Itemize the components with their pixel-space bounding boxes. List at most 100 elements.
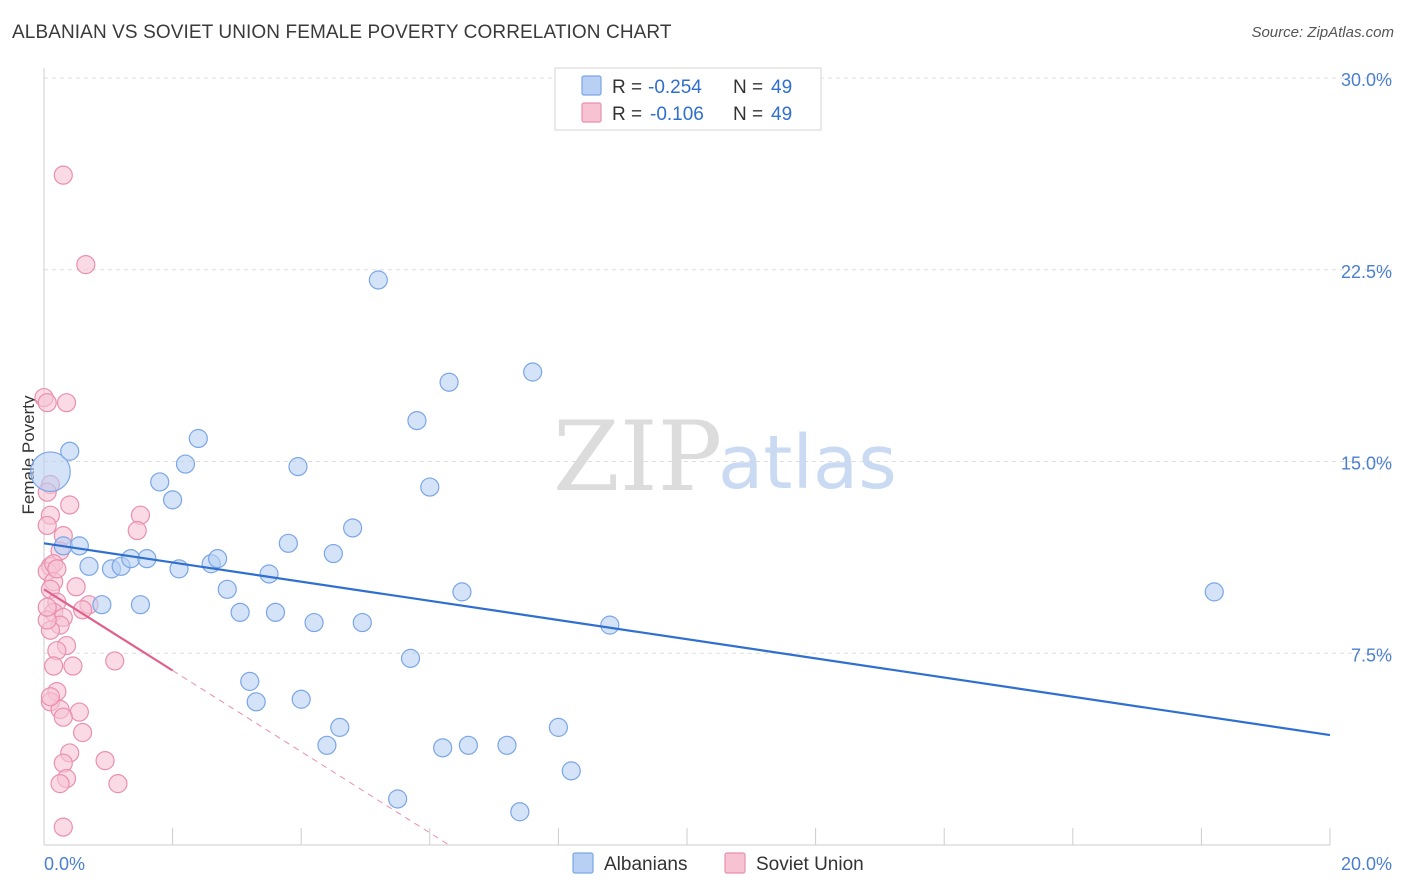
soviet-union-point <box>56 393 77 413</box>
watermark: ZIP atlas <box>553 401 897 513</box>
albanians-point <box>163 490 183 510</box>
albanians-point <box>510 802 530 822</box>
albanians-point <box>439 372 459 392</box>
albanians-point <box>368 270 388 290</box>
soviet-union-point <box>108 774 128 794</box>
albanians-point <box>79 556 99 576</box>
soviet-union-point <box>37 515 57 536</box>
soviet-union-point <box>53 165 73 185</box>
albanians-point <box>130 595 151 615</box>
bottom-legend-label-soviet-union: Soviet Union <box>756 854 864 875</box>
albanians-point <box>92 595 112 615</box>
trend-line-extension-soviet-union <box>172 670 450 846</box>
legend-r-value-soviet-union: -0.106 <box>650 104 704 125</box>
soviet-union-points <box>34 165 151 837</box>
legend-n-value-albanians: 49 <box>771 77 792 98</box>
soviet-union-point <box>60 495 80 515</box>
albanians-point <box>288 457 308 477</box>
soviet-union-point <box>127 520 147 541</box>
bottom-legend-label-albanians: Albanians <box>604 854 687 875</box>
albanians-point <box>208 549 228 569</box>
soviet-union-point <box>40 687 61 707</box>
legend-swatch-soviet-union <box>581 102 602 123</box>
chart-source: Source: ZipAtlas.com <box>1251 24 1394 41</box>
albanians-point <box>259 564 279 584</box>
trend-lines <box>43 542 1331 846</box>
soviet-union-point <box>72 722 93 743</box>
legend-n-label-albanians: N = <box>733 77 763 98</box>
trend-line-soviet-union <box>43 588 174 672</box>
albanians-point <box>246 692 266 712</box>
albanians-point <box>388 789 408 809</box>
legend-r-label-soviet-union: R = <box>612 104 642 125</box>
albanians-point <box>452 582 472 602</box>
albanians-point <box>523 362 543 382</box>
x-tick-labels: 0.0% 20.0% <box>44 854 1392 874</box>
legend-swatch-albanians <box>581 75 602 96</box>
albanians-point <box>433 738 453 758</box>
albanians-point <box>188 428 208 449</box>
chart-title: ALBANIAN VS SOVIET UNION FEMALE POVERTY … <box>12 22 672 43</box>
albanians-point <box>1204 582 1224 602</box>
albanians-point <box>420 477 440 497</box>
albanians-point <box>217 579 237 599</box>
albanians-point <box>291 689 311 709</box>
albanians-point <box>317 735 337 755</box>
albanians-point <box>69 536 89 556</box>
albanians-point <box>600 615 620 635</box>
x-tick-label-min: 0.0% <box>44 854 85 874</box>
watermark-atlas: atlas <box>718 420 897 506</box>
watermark-zip: ZIP <box>553 401 722 513</box>
soviet-union-point <box>53 817 73 837</box>
albanians-point <box>343 518 363 538</box>
series-legend: Albanians Soviet Union <box>572 852 864 875</box>
albanians-point <box>352 612 372 633</box>
albanians-point <box>497 735 517 755</box>
y-tick-label: 7.5% <box>1351 645 1392 665</box>
albanians-point <box>265 602 286 622</box>
soviet-union-point <box>63 656 83 676</box>
soviet-union-point <box>72 600 93 620</box>
y-tick-label: 15.0% <box>1341 454 1392 474</box>
albanians-point <box>561 761 581 781</box>
albanians-point <box>548 717 569 737</box>
soviet-union-point <box>37 393 57 413</box>
grid-lines <box>44 77 1392 654</box>
correlation-legend: R = -0.254 N = 49 R = -0.106 N = 49 <box>554 67 822 131</box>
albanians-point <box>121 549 141 569</box>
soviet-union-point <box>76 255 96 275</box>
y-tick-labels: 7.5% 15.0% 22.5% 30.0% <box>1341 70 1392 665</box>
bottom-legend-swatch-albanians <box>572 852 594 874</box>
trend-line-albanians <box>43 542 1331 737</box>
albanians-points <box>30 270 1224 822</box>
soviet-union-point <box>95 751 115 771</box>
albanians-point <box>278 533 298 553</box>
albanians-point <box>407 410 427 431</box>
albanians-point <box>30 451 71 493</box>
soviet-union-point <box>69 702 89 722</box>
soviet-union-point <box>105 651 125 671</box>
legend-r-value-albanians: -0.254 <box>648 77 702 98</box>
albanians-point <box>304 612 324 633</box>
y-axis-label: Female Poverty <box>19 395 38 515</box>
albanians-point <box>240 671 260 691</box>
albanians-point <box>230 602 250 622</box>
soviet-union-point <box>47 559 67 579</box>
albanians-point <box>458 735 478 755</box>
albanians-point <box>323 543 343 564</box>
legend-r-label-albanians: R = <box>612 77 642 98</box>
bottom-legend-swatch-soviet-union <box>724 852 746 874</box>
y-tick-label: 22.5% <box>1341 262 1392 282</box>
soviet-union-point <box>53 707 73 727</box>
albanians-point <box>150 472 170 492</box>
x-tick-label-max: 20.0% <box>1341 854 1392 874</box>
legend-n-label-soviet-union: N = <box>733 104 763 125</box>
soviet-union-point <box>44 656 64 676</box>
albanians-point <box>400 648 421 668</box>
albanians-point <box>60 441 80 461</box>
soviet-union-point <box>50 774 70 794</box>
soviet-union-point <box>37 597 57 617</box>
albanians-point <box>330 717 350 737</box>
y-tick-label: 30.0% <box>1341 70 1392 90</box>
